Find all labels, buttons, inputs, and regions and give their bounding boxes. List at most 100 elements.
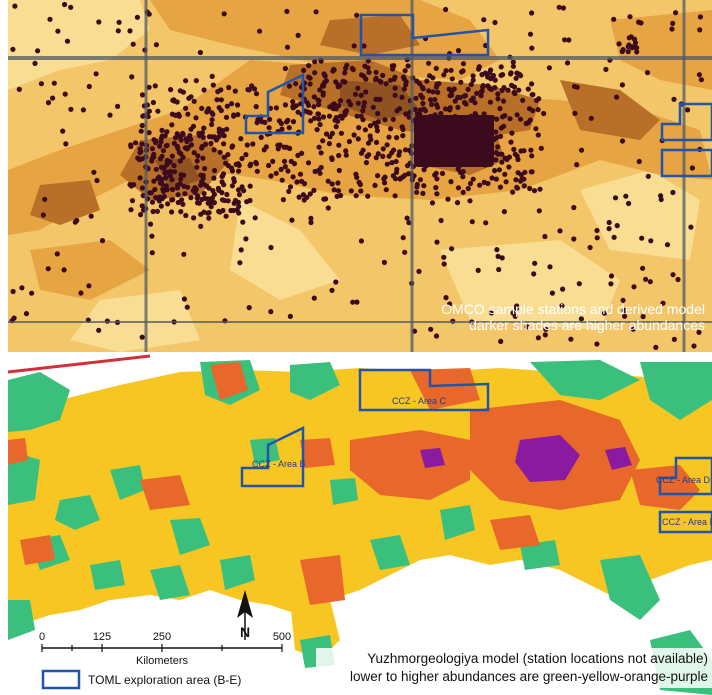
sample-station-dot xyxy=(634,49,640,55)
sample-station-dot xyxy=(487,70,493,76)
sample-station-dot xyxy=(140,193,146,199)
sample-station-dot xyxy=(365,193,371,199)
sample-station-dot xyxy=(251,86,258,92)
sample-station-dot xyxy=(696,329,702,335)
sample-station-dot xyxy=(594,235,600,241)
sample-station-dot xyxy=(201,125,207,131)
sample-station-dot xyxy=(220,207,226,214)
sample-station-dot xyxy=(433,170,439,176)
sample-station-dot xyxy=(393,169,400,175)
sample-station-dot xyxy=(311,104,317,110)
sample-station-dot xyxy=(469,219,475,225)
sample-station-dot xyxy=(229,168,235,174)
sample-station-dot xyxy=(375,119,381,125)
sample-station-dot xyxy=(601,310,608,316)
sample-station-dot xyxy=(308,219,314,226)
sample-station-dot xyxy=(454,200,461,206)
sample-station-dot xyxy=(243,236,249,242)
area-b-boundary xyxy=(240,426,305,488)
sample-station-dot xyxy=(402,147,409,153)
sample-station-dot xyxy=(275,146,281,152)
sample-station-dot xyxy=(286,125,292,131)
left-margin xyxy=(0,0,8,695)
sample-station-dot xyxy=(172,135,179,141)
sample-station-dot xyxy=(199,105,205,111)
sample-station-dot xyxy=(520,97,526,103)
sample-station-dot xyxy=(336,142,342,148)
sample-station-dot xyxy=(477,182,483,188)
sample-station-dot xyxy=(497,184,503,190)
sample-station-dot xyxy=(527,31,534,37)
sample-station-dot xyxy=(348,188,354,194)
sample-station-dot xyxy=(403,111,409,117)
sample-station-dot xyxy=(474,90,480,96)
sample-station-dot xyxy=(414,181,420,188)
sample-station-dot xyxy=(519,176,525,182)
sample-station-dot xyxy=(419,95,426,101)
sample-station-dot xyxy=(185,144,191,151)
sample-station-dot xyxy=(321,196,327,202)
sample-station-dot xyxy=(62,91,68,97)
sample-station-dot xyxy=(377,78,383,84)
sample-station-dot xyxy=(235,199,241,205)
sample-station-dot xyxy=(286,83,293,89)
sample-station-dot xyxy=(276,118,282,124)
sample-station-dot xyxy=(594,341,600,347)
sample-station-dot xyxy=(392,92,398,98)
sample-station-dot xyxy=(698,77,705,83)
sample-station-dot xyxy=(452,98,458,104)
sample-station-dot xyxy=(312,115,318,121)
sample-station-dot xyxy=(86,83,92,90)
sample-station-dot xyxy=(138,212,144,218)
sample-station-dot xyxy=(329,156,335,162)
sample-station-dot xyxy=(495,144,501,150)
sample-station-dot xyxy=(497,105,503,112)
sample-station-dot xyxy=(542,233,548,240)
sample-station-dot xyxy=(61,267,67,273)
sample-station-dot xyxy=(447,107,453,113)
sample-station-dot xyxy=(146,84,152,90)
sample-station-dot xyxy=(311,295,317,301)
sample-station-dot xyxy=(317,170,323,176)
sample-station-dot xyxy=(340,78,346,84)
sample-station-dot xyxy=(128,207,134,213)
sample-station-dot xyxy=(320,92,326,98)
sample-station-dot xyxy=(35,48,41,54)
sample-station-dot xyxy=(42,196,48,202)
sample-station-dot xyxy=(643,276,649,282)
sample-station-dot xyxy=(218,107,224,114)
sample-station-dot xyxy=(434,191,440,197)
sample-station-dot xyxy=(238,247,244,253)
sample-station-dot xyxy=(164,129,170,135)
sample-station-dot xyxy=(501,209,507,215)
sample-station-dot xyxy=(211,134,217,140)
sample-station-dot xyxy=(370,104,376,110)
sample-station-dot xyxy=(150,99,156,106)
bottom-panel-yuzhmorgeologiya-model: CCZ - Area C CCZ - Area B CCZ - Area D C… xyxy=(7,354,712,695)
sample-station-dot xyxy=(476,66,482,72)
sample-station-dot xyxy=(640,265,646,271)
sample-station-dot xyxy=(12,3,18,9)
sample-station-dot xyxy=(154,208,160,214)
sample-station-dot xyxy=(149,233,155,239)
sample-station-dot xyxy=(247,183,253,189)
area-c-label: CCZ - Area C xyxy=(392,396,447,406)
sample-station-dot xyxy=(620,297,626,303)
sample-station-dot xyxy=(606,226,612,232)
sample-station-dot xyxy=(308,118,314,124)
sample-station-dot xyxy=(496,167,502,173)
sample-station-dot xyxy=(318,164,324,171)
sample-station-dot xyxy=(162,170,168,176)
sample-station-dot xyxy=(137,146,143,152)
sample-station-dot xyxy=(509,189,516,195)
sample-station-dot xyxy=(360,147,366,153)
sample-station-dot xyxy=(433,84,439,90)
sample-station-dot xyxy=(257,28,263,34)
sample-station-dot xyxy=(300,192,306,198)
sample-station-dot xyxy=(372,182,378,188)
sample-station-dot xyxy=(130,41,136,47)
sample-station-dot xyxy=(355,100,361,106)
scale-unit-label: Kilometers xyxy=(136,655,188,667)
sample-station-dot xyxy=(175,182,181,188)
sample-station-dot xyxy=(396,152,402,158)
